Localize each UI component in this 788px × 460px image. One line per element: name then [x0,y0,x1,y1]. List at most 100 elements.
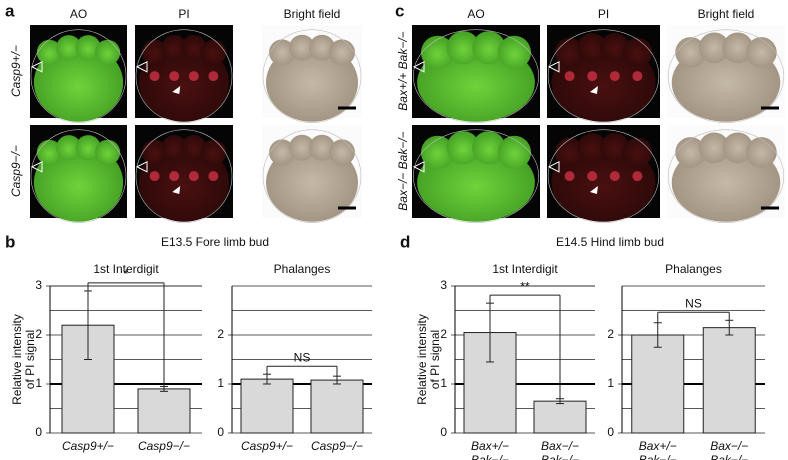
digit [746,37,777,68]
digit [269,139,295,166]
arrowhead [135,61,148,73]
digit [472,31,506,65]
x-tick-label: Bax−/− [710,439,748,453]
panel-letter: d [400,232,410,251]
pi-spot [564,171,575,182]
x-tick-label: Bak−/− [639,453,677,460]
y-tick-label: 1 [440,376,447,390]
pi-spot [149,71,160,82]
digit [94,39,121,66]
limb-edge [262,29,362,123]
limb-edge [135,29,233,123]
digit [329,139,355,166]
arrowhead [547,161,560,173]
limb-edge [667,129,785,223]
micrograph [412,125,540,223]
micrograph [262,125,362,223]
y-tick-label: 0 [440,425,447,439]
micrograph [547,125,660,223]
panel-letter: c [395,1,404,20]
y-tick-label: 2 [35,327,42,341]
digit [200,39,227,66]
y-tick-label: 2 [440,327,447,341]
arrowhead [412,61,425,73]
digit [141,39,168,66]
chart-group-title: E13.5 Fore limb bud [161,235,269,249]
digit [309,134,335,161]
digit [577,133,607,163]
x-tick-label: Casp9−/− [311,439,363,453]
chart-group-title: E14.5 Hind limb bud [556,235,664,249]
y-tick-label: 1 [217,376,224,390]
digit [420,35,455,70]
digit [722,32,754,64]
bar [310,379,364,434]
arrowhead [135,161,148,173]
chart-subtitle: Phalanges [274,262,331,276]
micrograph [547,25,660,123]
digit [497,35,532,70]
limb-edge [135,129,233,223]
digit [698,132,730,164]
pi-spot [169,171,180,182]
pi-spot [587,171,598,182]
digit [36,139,63,166]
chart-subtitle: 1st Interdigit [93,262,159,276]
limb-edge [547,29,660,123]
digit [472,131,506,165]
column-header: PI [598,7,609,21]
digit [289,134,315,161]
digit [200,139,227,166]
arrowhead [30,161,43,173]
column-header: AO [70,7,87,21]
digit [161,135,187,161]
micrograph [262,25,362,123]
bar [240,378,294,434]
significance-label: NS [685,296,702,310]
row-label: Casp9−/− [9,145,23,197]
y-axis-label: Relative intensity [10,314,24,405]
pi-spot [632,71,643,82]
y-tick-label: 3 [35,278,42,292]
x-tick-label: Bak−/− [541,453,579,460]
pi-spot [149,171,160,182]
pi-spot [208,71,219,82]
panel-letter: b [5,232,15,251]
y-tick-label: 0 [35,425,42,439]
pi-spot [609,71,620,82]
chart-subtitle: Phalanges [665,262,722,276]
pi-spot [632,171,643,182]
digit [75,35,101,61]
digit [600,33,630,63]
digit [181,35,207,61]
digit [141,139,168,166]
pi-spot [208,171,219,182]
pi-spot [564,71,575,82]
digit [36,39,63,66]
micrograph [135,25,233,123]
digit [94,139,121,166]
bar [533,400,587,434]
y-axis-label: of PI signal [23,330,37,389]
limb-edge [547,129,660,223]
limb [33,43,124,122]
limb-edge [30,29,127,123]
y-axis-label: of PI signal [428,330,442,389]
bar [137,388,191,434]
y-tick-label: 1 [607,376,614,390]
limb-edge [262,129,362,223]
digit [269,39,295,66]
significance-label: * [124,267,129,281]
digit [600,133,630,163]
x-tick-label: Casp9−/− [138,439,190,453]
pi-spot [587,71,598,82]
digit [161,35,187,61]
digit [446,131,480,165]
digit [309,34,335,61]
bar [631,334,685,434]
column-header: AO [467,7,484,21]
digit [56,35,82,61]
x-tick-label: Bax+/− [639,439,677,453]
significance-label: NS [294,350,311,364]
